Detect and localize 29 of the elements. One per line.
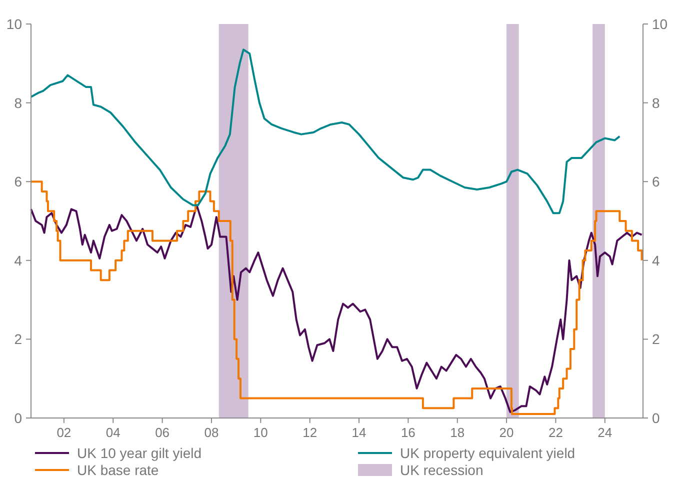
y-tick-label: 2 <box>14 331 22 348</box>
line-series <box>30 48 621 214</box>
x-tick-label: 20 <box>499 425 514 440</box>
y2-tick-label: 8 <box>652 94 660 111</box>
y2-tick-label: 6 <box>652 174 660 190</box>
x-tick-label: 14 <box>352 425 366 440</box>
legend-label: UK property equivalent yield <box>400 445 576 461</box>
x-tick-label: 24 <box>598 425 612 440</box>
x-tick-label: 08 <box>204 425 219 440</box>
y2-tick-label: 0 <box>652 410 660 426</box>
x-tick-label: 04 <box>106 425 120 440</box>
y-tick-label: 4 <box>14 252 22 268</box>
legend-label: UK base rate <box>77 462 159 478</box>
x-tick-label: 06 <box>155 425 170 440</box>
x-tick-label: 12 <box>302 425 318 440</box>
x-tick-label: 02 <box>56 425 72 440</box>
x-tick-label: 16 <box>400 425 416 440</box>
y2-tick-label: 2 <box>652 331 660 348</box>
y-tick-label: 0 <box>14 410 22 426</box>
x-tick-label: 18 <box>450 425 465 440</box>
legend-label: UK recession <box>400 462 484 478</box>
y2-tick-label: 4 <box>652 252 660 268</box>
legend-label: UK 10 year gilt yield <box>77 445 202 461</box>
y-tick-label: 10 <box>6 16 22 32</box>
y-tick-label: 6 <box>14 174 22 190</box>
x-tick-label: 10 <box>253 425 268 440</box>
y2-tick-label: 10 <box>652 16 668 32</box>
x-tick-label: 22 <box>548 425 563 440</box>
y-tick-label: 8 <box>14 94 22 111</box>
